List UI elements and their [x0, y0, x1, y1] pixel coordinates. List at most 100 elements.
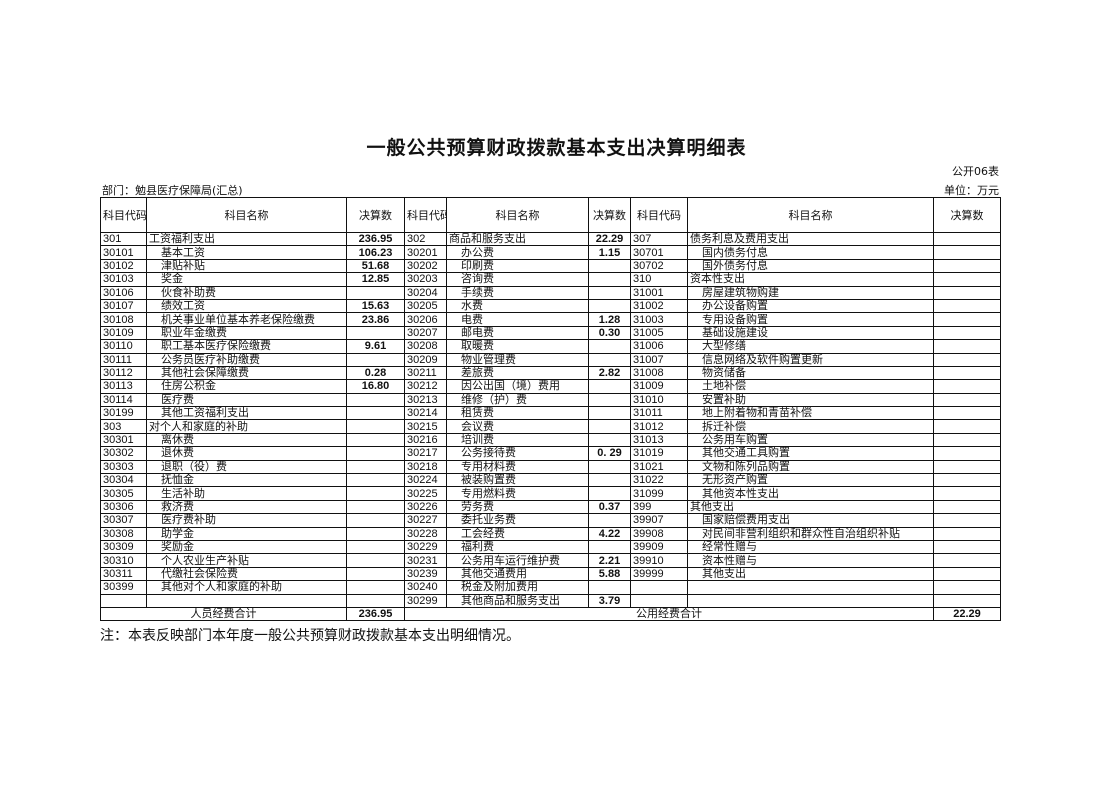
expenditure-table: 科目代码科目名称决算数科目代码科目名称决算数科目代码科目名称决算数 301工资福… — [100, 197, 1001, 621]
final-amount: 1.15 — [588, 245, 631, 260]
final-amount — [933, 272, 1001, 287]
table-row: 30103 奖金 12.85 30203 咨询费 310 资本性支出 — [100, 272, 1001, 287]
final-amount: 0.37 — [588, 499, 631, 515]
subject-name: 助学金 — [146, 526, 347, 541]
final-amount — [346, 473, 405, 488]
subject-name — [146, 593, 347, 608]
subject-code: 310 — [630, 272, 688, 287]
subject-code: 30702 — [630, 258, 688, 274]
subject-code: 303 — [100, 419, 147, 434]
subject-name: 专用材料费 — [446, 459, 589, 475]
subject-name: 住房公积金 — [146, 379, 347, 394]
subject-code: 30240 — [404, 580, 447, 595]
final-amount — [933, 513, 1001, 528]
final-amount: 16.80 — [346, 379, 405, 394]
subject-name: 福利费 — [446, 539, 589, 555]
final-amount — [346, 539, 405, 555]
subject-name: 物资储备 — [687, 365, 934, 381]
subject-code — [630, 593, 688, 608]
final-amount — [346, 446, 405, 461]
final-amount — [346, 553, 405, 568]
subject-name: 其他支出 — [687, 566, 934, 582]
subject-code: 30231 — [404, 553, 447, 568]
personnel-total-label: 人员经费合计 — [100, 606, 347, 621]
final-amount: 23.86 — [346, 312, 405, 327]
subject-name: 国内债务付息 — [687, 245, 934, 260]
subject-code: 30301 — [100, 432, 147, 448]
subject-name: 信息网络及软件购置更新 — [687, 352, 934, 367]
subject-name: 生活补助 — [146, 486, 347, 501]
subject-name: 物业管理费 — [446, 352, 589, 367]
final-amount — [346, 566, 405, 582]
final-amount — [933, 473, 1001, 488]
subject-name: 办公设备购置 — [687, 298, 934, 314]
subject-code: 30302 — [100, 446, 147, 461]
subject-code: 30307 — [100, 513, 147, 528]
subject-name: 咨询费 — [446, 272, 589, 287]
subject-name: 水费 — [446, 298, 589, 314]
table-row: 30199 其他工资福利支出 30214 租赁费 31011 地上附着物和青苗补偿 — [100, 406, 1001, 421]
column-header: 科目代码 — [630, 197, 688, 233]
subject-code: 30216 — [404, 432, 447, 448]
final-amount — [933, 258, 1001, 274]
column-header: 科目名称 — [146, 197, 347, 233]
subject-name: 其他交通工具购置 — [687, 446, 934, 461]
subject-code: 30109 — [100, 325, 147, 341]
subject-code: 31008 — [630, 365, 688, 381]
final-amount — [933, 526, 1001, 541]
subject-name: 被装购置费 — [446, 473, 589, 488]
subject-name: 安置补助 — [687, 392, 934, 408]
subject-code: 31099 — [630, 486, 688, 501]
subject-code: 31022 — [630, 473, 688, 488]
final-amount — [346, 513, 405, 528]
subject-code — [100, 593, 147, 608]
table-row: 30304 抚恤金 30224 被装购置费 31022 无形资产购置 — [100, 473, 1001, 488]
subject-name: 资本性赠与 — [687, 553, 934, 568]
table-row: 30110 职工基本医疗保险缴费 9.61 30208 取暖费 31006 大型修缮 — [100, 339, 1001, 354]
personnel-total-value: 236.95 — [346, 606, 405, 621]
subject-name: 对个人和家庭的补助 — [146, 419, 347, 434]
final-amount — [588, 486, 631, 501]
subject-code: 30224 — [404, 473, 447, 488]
final-amount: 51.68 — [346, 258, 405, 274]
subject-code: 30229 — [404, 539, 447, 555]
subject-name: 拆迁补偿 — [687, 419, 934, 434]
subject-code: 30199 — [100, 406, 147, 421]
public-total-value: 22.29 — [933, 606, 1001, 621]
final-amount — [933, 446, 1001, 461]
table-row: 30309 奖励金 30229 福利费 39909 经常性赠与 — [100, 539, 1001, 555]
table-row: 30111 公务员医疗补助缴费 30209 物业管理费 31007 信息网络及软件购置更新 — [100, 352, 1001, 367]
subject-code: 30214 — [404, 406, 447, 421]
subject-code: 30204 — [404, 285, 447, 300]
table-row: 30308 助学金 30228 工会经费 4.22 39908 对民间非营利组织和群众性自治… — [100, 526, 1001, 541]
final-amount — [588, 272, 631, 287]
table-row: 30112 其他社会保障缴费 0.28 30211 差旅费 2.82 31008 物资储备 — [100, 365, 1001, 381]
subject-name: 津贴补贴 — [146, 258, 347, 274]
final-amount: 2.82 — [588, 365, 631, 381]
subject-name: 资本性支出 — [687, 272, 934, 287]
final-amount — [933, 459, 1001, 475]
subject-name: 专用燃料费 — [446, 486, 589, 501]
table-row: 303 对个人和家庭的补助 30215 会议费 31012 拆迁补偿 — [100, 419, 1001, 434]
subject-name: 其他商品和服务支出 — [446, 593, 589, 608]
final-amount — [588, 432, 631, 448]
subject-name — [687, 593, 934, 608]
final-amount — [346, 580, 405, 595]
column-header: 决算数 — [588, 197, 631, 233]
subject-name: 公务接待费 — [446, 446, 589, 461]
table-row: 30399 其他对个人和家庭的补助 30240 税金及附加费用 — [100, 580, 1001, 595]
subject-name: 其他社会保障缴费 — [146, 365, 347, 381]
subject-code: 30205 — [404, 298, 447, 314]
final-amount — [588, 580, 631, 595]
subject-code: 30206 — [404, 312, 447, 327]
subject-code: 30213 — [404, 392, 447, 408]
subject-code: 302 — [404, 231, 447, 247]
public-total-label: 公用经费合计 — [404, 606, 934, 621]
final-amount — [346, 285, 405, 300]
final-amount — [346, 406, 405, 421]
final-amount — [346, 499, 405, 515]
final-amount — [933, 298, 1001, 314]
department-label: 部门：勉县医疗保障局(汇总) — [102, 184, 243, 197]
subject-name: 商品和服务支出 — [446, 231, 589, 247]
subject-code — [630, 580, 688, 595]
